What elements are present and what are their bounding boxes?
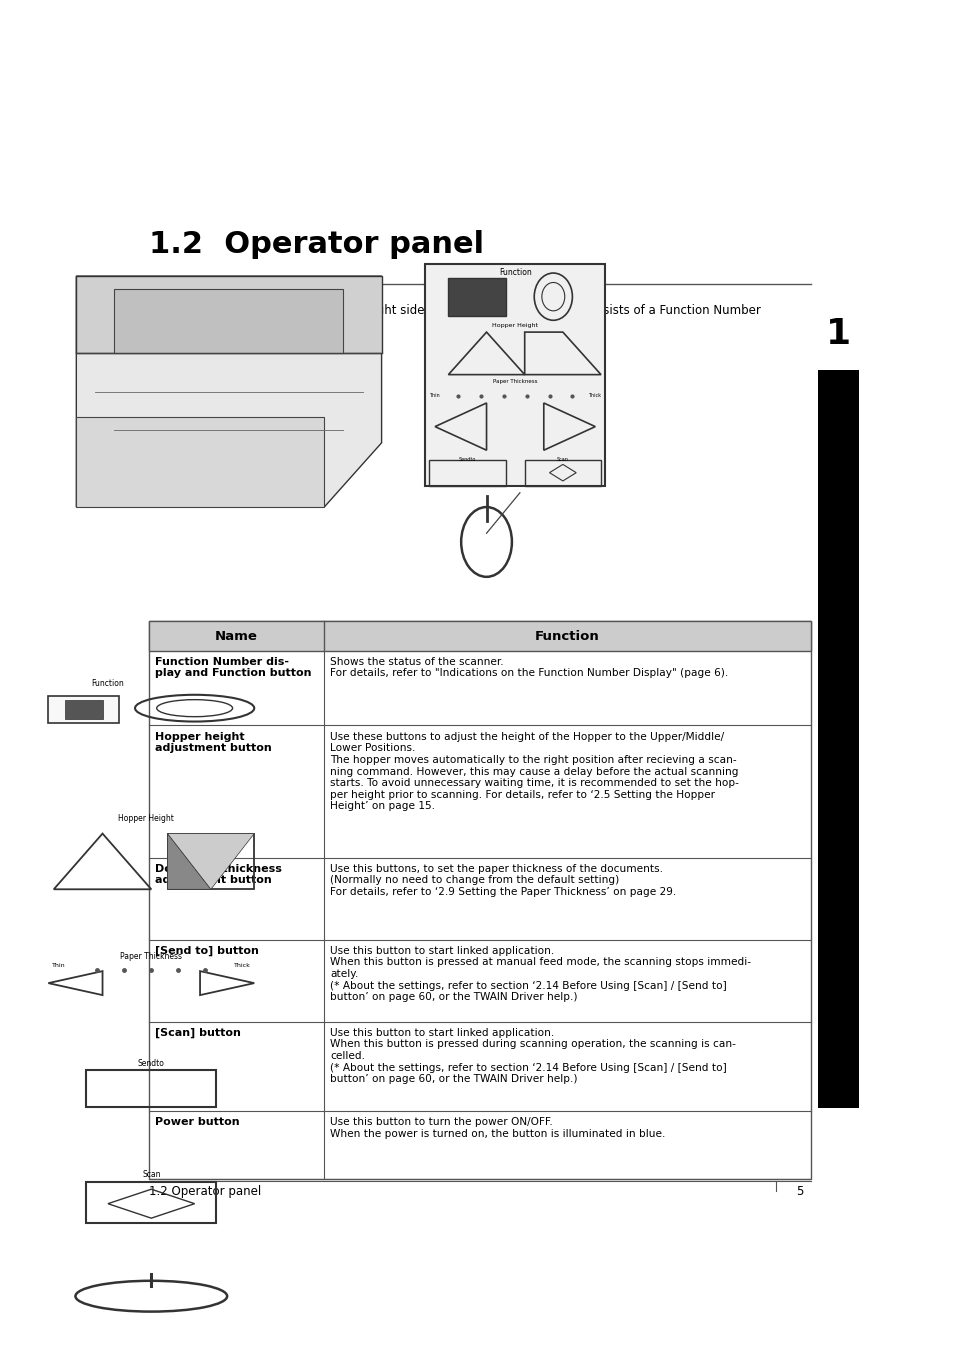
- Text: Hopper Height: Hopper Height: [492, 323, 537, 328]
- Text: Shows the status of the scanner.
For details, refer to "Indications on the Funct: Shows the status of the scanner. For det…: [330, 657, 727, 679]
- Text: 1: 1: [825, 316, 850, 351]
- Bar: [149, 621, 810, 1179]
- Bar: [49, 697, 119, 722]
- Text: 1.2  Operator panel: 1.2 Operator panel: [149, 230, 483, 259]
- Polygon shape: [76, 277, 381, 354]
- Text: Function: Function: [91, 679, 124, 688]
- Text: The operator panel is located on the right side of the scanner. The panel consis: The operator panel is located on the rig…: [149, 304, 760, 332]
- Bar: [817, 308, 858, 1108]
- Bar: [149, 621, 810, 651]
- Text: Name: Name: [214, 629, 257, 643]
- Polygon shape: [76, 277, 381, 506]
- Text: Thin: Thin: [51, 963, 65, 968]
- Bar: [65, 699, 102, 720]
- Text: Use this button to turn the power ON/OFF.
When the power is turned on, the butto: Use this button to turn the power ON/OFF…: [330, 1116, 665, 1138]
- Text: Thin: Thin: [429, 393, 439, 398]
- Text: Thick: Thick: [587, 393, 600, 398]
- Text: Power button: Power button: [154, 1116, 239, 1127]
- Text: Paper Thickness: Paper Thickness: [493, 379, 537, 385]
- Text: 5: 5: [795, 1185, 802, 1197]
- Text: Function number display: Function number display: [434, 362, 579, 374]
- Bar: [429, 460, 505, 486]
- Text: Thick: Thick: [233, 963, 251, 968]
- Polygon shape: [76, 417, 324, 506]
- Polygon shape: [114, 289, 343, 354]
- Text: Function Number dis-
play and Function button: Function Number dis- play and Function b…: [154, 657, 311, 679]
- Text: Function: Function: [535, 629, 599, 643]
- Bar: [817, 297, 858, 370]
- Text: Hopper Height: Hopper Height: [118, 814, 173, 824]
- Text: Document thickness
adjustment button: Document thickness adjustment button: [154, 864, 281, 886]
- Text: 1.2 Operator panel: 1.2 Operator panel: [149, 1185, 261, 1197]
- Bar: [448, 278, 505, 316]
- Text: Scan: Scan: [142, 1170, 160, 1180]
- Text: Use these buttons to adjust the height of the Hopper to the Upper/Middle/
Lower : Use these buttons to adjust the height o…: [330, 732, 739, 811]
- Bar: [86, 1069, 216, 1107]
- Bar: [524, 460, 600, 486]
- Text: Scan: Scan: [557, 458, 568, 462]
- Text: Use this buttons, to set the paper thickness of the documents.
(Normally no need: Use this buttons, to set the paper thick…: [330, 864, 676, 896]
- Text: Hopper height
adjustment button: Hopper height adjustment button: [154, 732, 272, 753]
- Text: Paper Thickness: Paper Thickness: [120, 953, 182, 961]
- Polygon shape: [168, 833, 253, 890]
- Text: Sendto: Sendto: [458, 458, 476, 462]
- Bar: [86, 1183, 216, 1223]
- Polygon shape: [168, 833, 211, 890]
- Text: Sendto: Sendto: [138, 1058, 165, 1068]
- Text: [Scan] button: [Scan] button: [154, 1027, 240, 1038]
- Text: Function: Function: [498, 269, 531, 277]
- Text: Use this button to start linked application.
When this button is pressed during : Use this button to start linked applicat…: [330, 1027, 735, 1084]
- Text: [Send to] button: [Send to] button: [154, 946, 258, 956]
- Text: NAMES AND FUNCTIONS OF PARTS: NAMES AND FUNCTIONS OF PARTS: [922, 838, 932, 1041]
- Text: Use this button to start linked application.
When this button is pressed at manu: Use this button to start linked applicat…: [330, 946, 750, 1002]
